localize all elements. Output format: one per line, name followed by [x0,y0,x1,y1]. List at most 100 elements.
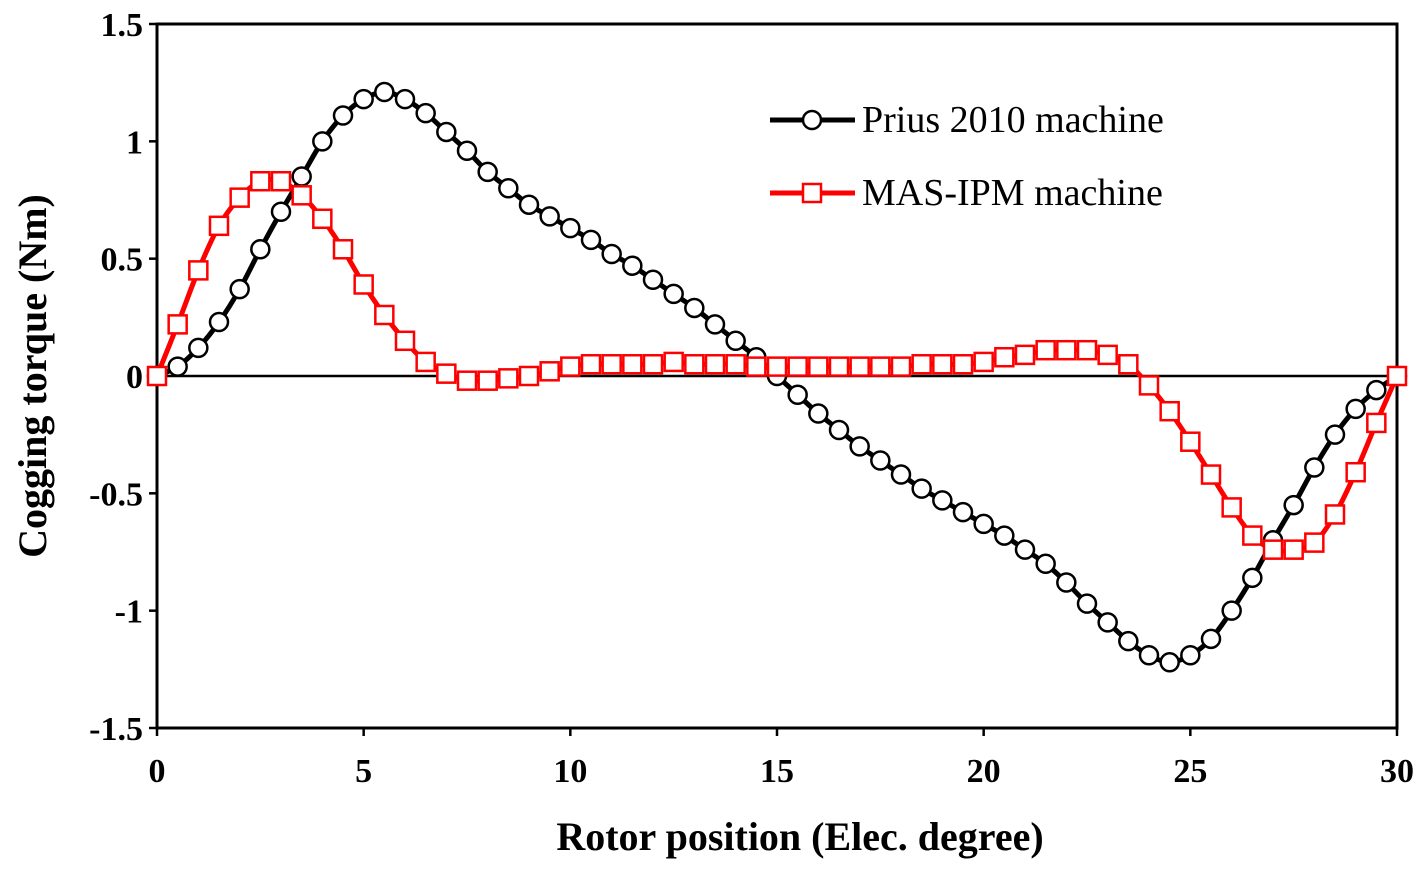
data-point-mas-ipm [704,354,726,375]
data-point-prius [870,450,891,471]
y-tick-label: -1 [115,594,143,631]
data-point-prius [1138,645,1160,666]
data-point-mas-ipm [994,346,1015,368]
data-point-prius [1056,572,1077,593]
data-point-prius [1097,612,1118,633]
data-point-mas-ipm [539,361,560,382]
data-point-prius [1304,457,1325,478]
x-tick-label: 20 [967,753,1001,790]
data-point-mas-ipm [622,354,643,375]
data-point-prius [539,206,560,227]
data-point-mas-ipm [1221,497,1242,518]
x-axis-ticks: 0 5 10 15 20 25 30 [149,728,1414,790]
data-point-prius [229,278,250,300]
data-point-prius [1014,539,1036,560]
data-point-mas-ipm [787,356,808,377]
data-point-prius [808,403,829,424]
data-point-prius [1242,567,1263,589]
data-point-mas-ipm [270,170,292,192]
data-point-prius [208,311,230,333]
data-point-mas-ipm [828,356,850,377]
data-point-prius [1366,379,1387,401]
data-point-mas-ipm [167,314,188,335]
data-point-mas-ipm [498,368,519,389]
data-point-prius [436,121,457,143]
legend-item-mas-ipm: MAS-IPM machine [770,172,1163,214]
data-point-mas-ipm [849,356,870,377]
data-point-prius [498,178,519,199]
data-point-prius [580,229,602,251]
data-point-mas-ipm [1035,339,1056,361]
legend: Prius 2010 machine MAS-IPM machine [770,99,1164,214]
data-point-prius [911,478,932,499]
data-point-prius [601,243,622,265]
data-point-mas-ipm [663,351,684,373]
data-point-prius [332,105,354,126]
x-axis-title: Rotor position (Elec. degree) [556,814,1043,859]
y-axis-ticks: -1.5 -1 -0.5 0 0.5 1 1.5 [89,7,157,748]
data-point-mas-ipm [312,208,333,230]
data-point-prius [932,490,953,511]
legend-label-prius: Prius 2010 machine [862,99,1164,141]
data-point-mas-ipm [746,356,767,377]
data-point-prius [477,161,498,183]
data-point-prius [849,436,870,457]
data-point-mas-ipm [250,170,271,192]
x-tick-label: 30 [1380,753,1414,790]
data-point-prius [312,131,333,152]
data-point-prius [394,88,416,110]
data-point-prius [456,140,478,161]
data-point-prius [973,513,994,535]
data-point-mas-ipm [146,365,168,387]
data-point-prius [415,102,436,124]
data-point-prius [725,330,746,352]
legend-label-mas-ipm: MAS-IPM machine [862,172,1163,214]
data-point-prius [1200,628,1222,650]
data-point-mas-ipm [973,351,994,373]
data-point-prius [890,464,912,485]
data-point-mas-ipm [580,354,602,375]
data-point-prius [167,356,188,377]
data-point-prius [1118,630,1139,652]
data-point-mas-ipm [1159,400,1180,422]
data-point-mas-ipm [725,354,746,375]
axes: 0 5 10 15 20 25 30 -1.5 -1 -0.5 0 0.5 1 1.5 [89,7,1414,790]
y-tick-label: -0.5 [89,476,143,513]
data-point-prius [1324,424,1346,445]
x-tick-label: 5 [355,753,372,790]
data-point-mas-ipm [436,363,457,384]
data-point-mas-ipm [1304,532,1325,553]
data-point-mas-ipm [1324,504,1346,525]
data-point-prius [704,314,726,335]
data-point-mas-ipm [932,354,953,375]
legend-marker-mas-ipm [801,182,823,204]
data-point-prius [663,283,684,305]
data-point-prius [622,255,643,276]
data-point-mas-ipm [1118,354,1139,375]
series-prius [146,81,1408,673]
data-point-mas-ipm [1076,339,1098,361]
data-point-prius [291,166,312,187]
data-point-prius [188,337,209,359]
x-tick-label: 10 [553,753,587,790]
data-point-mas-ipm [601,354,622,375]
x-tick-label: 15 [760,753,794,790]
y-tick-label: -1.5 [89,711,143,748]
data-point-mas-ipm [208,215,230,237]
y-tick-label: 1.5 [101,7,144,44]
data-point-mas-ipm [477,370,498,391]
legend-marker-prius [801,109,823,131]
data-point-mas-ipm [518,365,540,387]
data-point-mas-ipm [374,304,395,326]
data-point-prius [684,297,705,319]
data-point-prius [1076,593,1098,614]
data-point-mas-ipm [1014,344,1036,366]
data-point-prius [250,239,271,260]
data-point-prius [518,194,540,215]
data-point-mas-ipm [684,354,705,375]
data-point-prius [1345,398,1366,420]
data-point-mas-ipm [890,356,912,377]
data-point-prius [560,217,581,239]
data-point-prius [270,201,292,222]
